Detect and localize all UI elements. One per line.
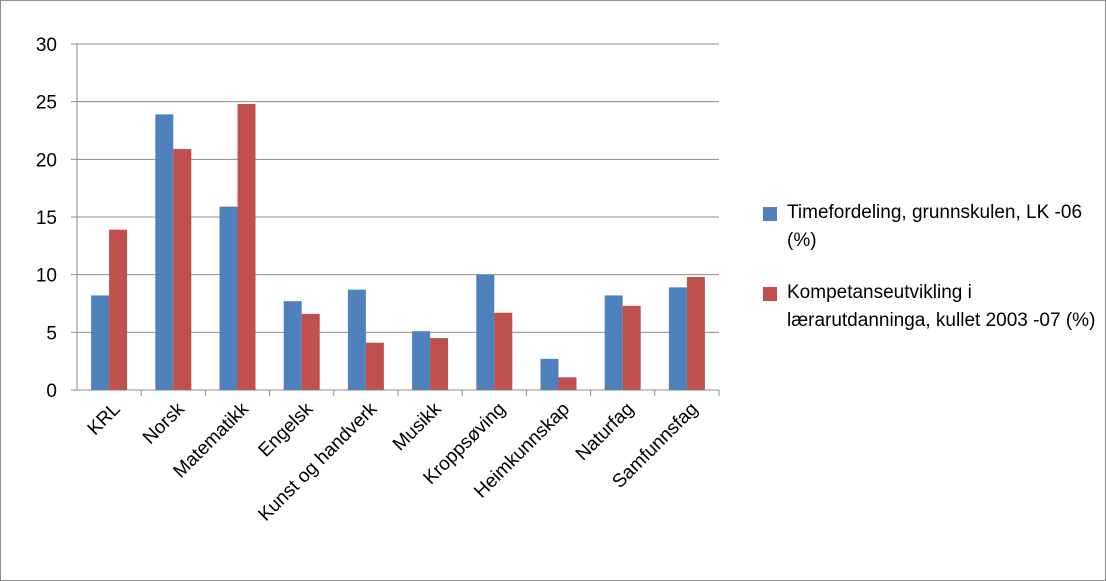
x-category-label: Norsk [139,398,189,448]
bar-series-1-4 [347,289,366,390]
x-category-label: Naturfag [572,399,638,465]
bar-series-2-2 [237,103,256,391]
y-tick-label: 0 [46,381,57,402]
legend-item-series-1: Timefordeling, grunnskulen, LK -06 (%) [763,199,1103,255]
bar-series-1-5 [412,331,431,390]
bar-series-1-7 [540,358,559,390]
bar-series-2-1 [173,148,192,390]
x-category-label: Musikk [389,398,446,455]
bar-series-1-3 [283,301,302,390]
legend-swatch-series-1 [763,207,777,221]
bar-series-1-6 [476,274,495,390]
legend: Timefordeling, grunnskulen, LK -06 (%) K… [763,199,1103,335]
bar-series-1-2 [219,206,238,390]
legend-swatch-series-2 [763,287,777,301]
x-category-label: Engelsk [255,398,318,461]
bars [91,103,705,391]
legend-label-series-1: Timefordeling, grunnskulen, LK -06 (%) [787,202,1083,251]
y-tick-label: 20 [36,150,57,171]
bar-series-2-3 [301,313,320,390]
bar-series-2-9 [686,276,705,390]
bar-series-1-0 [91,295,110,390]
y-tick-label: 5 [46,323,57,344]
x-category-label: KRL [84,399,125,440]
y-tick-label: 10 [36,266,57,287]
bar-series-2-5 [430,338,449,390]
bar-series-2-7 [558,377,577,390]
bar-series-1-1 [155,114,174,390]
y-tick-label: 15 [36,208,57,229]
legend-item-series-2: Kompetanseutvikling i lærarutdanninga, k… [763,279,1103,335]
bar-series-1-9 [668,287,687,390]
bar-series-2-4 [365,342,384,390]
bar-series-2-8 [622,305,641,390]
y-tick-label: 25 [36,93,57,114]
x-category-label: Kunst og handverk [255,398,382,525]
bar-series-2-6 [494,312,513,390]
bar-series-2-0 [109,229,128,390]
bar-series-1-8 [604,295,623,390]
legend-label-series-2: Kompetanseutvikling i lærarutdanninga, k… [787,282,1096,331]
y-tick-label: 30 [36,35,57,56]
